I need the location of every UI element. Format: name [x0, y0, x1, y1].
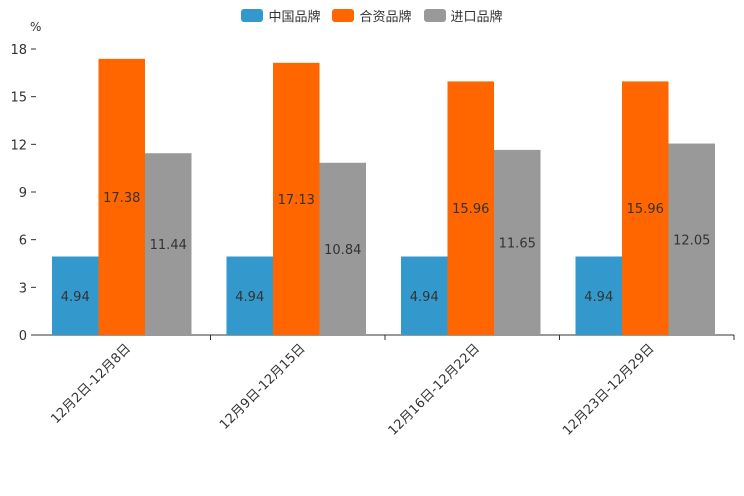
bar-value-label: 15.96: [452, 202, 489, 217]
bar-value-label: 10.84: [324, 243, 361, 258]
bar-1[interactable]: [447, 81, 495, 335]
legend-swatch: [241, 9, 264, 22]
bar-value-label: 17.38: [103, 191, 140, 206]
y-axis-unit: %: [30, 20, 42, 34]
y-tick-label: 0: [19, 329, 27, 344]
bar-value-label: 4.94: [235, 290, 264, 305]
bar-1[interactable]: [273, 62, 320, 335]
legend-label: 进口品牌: [450, 10, 503, 25]
bar-value-label: 17.13: [278, 193, 315, 208]
x-tick-label: 12月9日-12月15日: [217, 341, 309, 433]
bar-value-label: 15.96: [627, 202, 664, 217]
bar-value-label: 12.05: [673, 233, 710, 248]
y-tick-label: 12: [10, 138, 27, 153]
y-tick-label: 6: [19, 234, 27, 249]
y-tick-label: 9: [19, 186, 27, 201]
chart-legend: 中国品牌 合资品牌 进口品牌: [0, 6, 744, 25]
legend-swatch: [423, 9, 446, 22]
legend-label: 中国品牌: [268, 10, 321, 25]
legend-item-jv[interactable]: 合资品牌: [332, 6, 412, 25]
bar-value-label: 4.94: [410, 290, 439, 305]
x-tick-label: 12月23日-12月29日: [560, 341, 657, 438]
legend-item-import[interactable]: 进口品牌: [423, 6, 503, 25]
bar-value-label: 4.94: [61, 290, 90, 305]
legend-item-china[interactable]: 中国品牌: [241, 6, 320, 25]
legend-swatch: [332, 9, 355, 22]
bar-value-label: 11.44: [150, 238, 187, 253]
bar-2[interactable]: [494, 149, 541, 335]
y-tick-label: 15: [10, 91, 27, 106]
bar-value-label: 11.65: [499, 236, 536, 251]
bar-value-label: 4.94: [584, 290, 613, 305]
x-tick-label: 12月16日-12月22日: [386, 341, 483, 438]
bar-0[interactable]: [52, 256, 99, 335]
bar-1[interactable]: [622, 81, 669, 335]
bar-1[interactable]: [98, 58, 146, 336]
bar-2[interactable]: [145, 153, 192, 335]
legend-label: 合资品牌: [359, 10, 412, 25]
bar-0[interactable]: [575, 256, 623, 335]
bar-0[interactable]: [226, 256, 274, 335]
y-tick-label: 18: [10, 43, 27, 58]
bar-0[interactable]: [401, 256, 448, 335]
bar-2[interactable]: [668, 143, 716, 335]
x-tick-label: 12月2日-12月8日: [48, 341, 134, 427]
y-tick-label: 3: [19, 281, 27, 296]
bar-2[interactable]: [319, 162, 367, 335]
